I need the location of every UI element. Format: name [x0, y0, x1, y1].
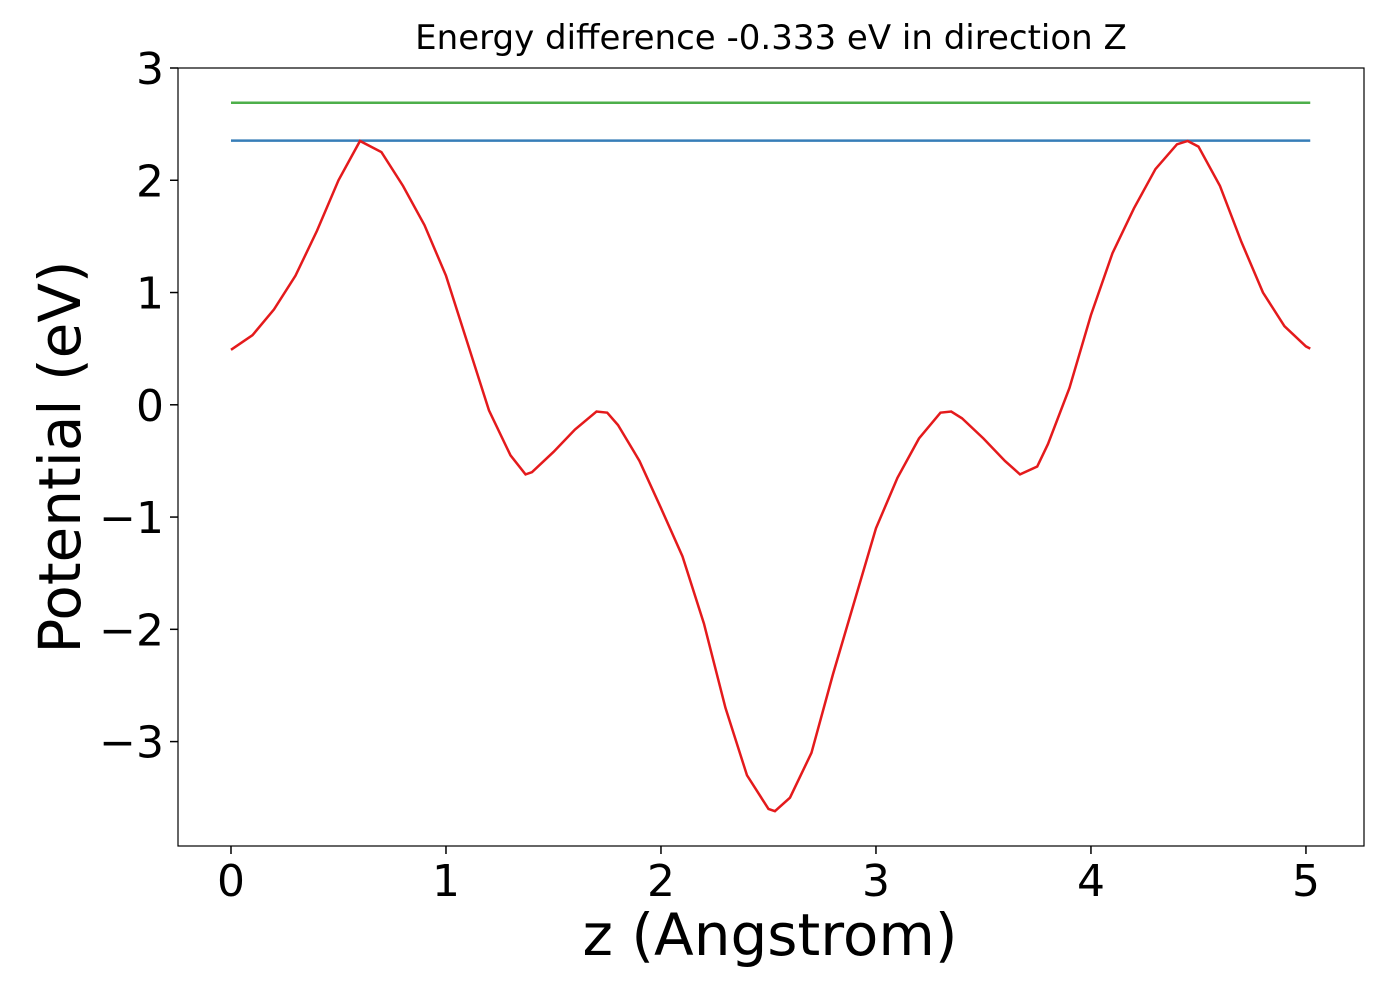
y-tick-label: 0 [136, 381, 164, 432]
x-tick-label: 2 [647, 856, 675, 907]
y-tick-label: 2 [136, 156, 164, 207]
x-tick-label: 0 [217, 856, 245, 907]
x-tick-label: 5 [1292, 856, 1320, 907]
line-series [230, 139, 1311, 813]
x-tick-label: 4 [1077, 856, 1105, 907]
x-tick-label: 1 [432, 856, 460, 907]
y-tick-label: 1 [136, 269, 164, 320]
y-tick-label: −2 [99, 605, 164, 656]
y-tick-label: −3 [99, 718, 164, 769]
x-axis-label: z (Angstrom) [583, 901, 958, 969]
y-tick-label: −1 [99, 493, 164, 544]
x-tick-label: 3 [862, 856, 890, 907]
chart-title: Energy difference -0.333 eV in direction… [415, 18, 1127, 58]
y-axis-label: Potential (eV) [26, 260, 94, 653]
plot-frame [177, 67, 1365, 847]
y-tick-label: 3 [136, 44, 164, 95]
